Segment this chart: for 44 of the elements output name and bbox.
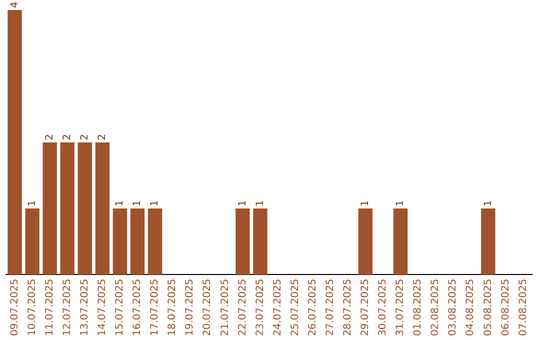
x-tick-label: 10.07.2025: [26, 278, 38, 336]
data-label: 1: [237, 200, 248, 207]
data-label: 1: [254, 200, 266, 207]
x-tick-label: 03.08.2025: [448, 278, 459, 336]
x-tick-label: 15.07.2025: [114, 278, 126, 336]
data-label: 1: [132, 200, 144, 207]
x-tick-label: 28.07.2025: [342, 278, 354, 336]
x-tick-label: 21.07.2025: [220, 278, 231, 336]
x-tick-label: 25.07.2025: [290, 278, 301, 336]
x-tick-label: 09.07.2025: [9, 278, 20, 336]
x-tick-label: 11.07.2025: [44, 278, 56, 336]
data-label: 1: [360, 200, 372, 207]
x-tick-label: 17.07.2025: [150, 278, 161, 336]
x-tick-label: 31.07.2025: [395, 278, 406, 336]
data-label: 2: [97, 134, 108, 140]
data-label: 2: [62, 134, 73, 140]
x-tick-label: 01.08.2025: [412, 278, 424, 336]
data-label: 1: [395, 200, 406, 207]
x-tick-label: 16.07.2025: [132, 278, 144, 336]
x-tick-label: 02.08.2025: [430, 278, 442, 336]
x-tick-label: 13.07.2025: [79, 278, 90, 336]
data-label: 1: [114, 200, 126, 207]
x-tick-label: 14.07.2025: [97, 278, 108, 336]
x-tick-label: 24.07.2025: [272, 278, 284, 336]
x-tick-label: 22.07.2025: [237, 278, 248, 336]
data-label: 1: [150, 200, 161, 207]
x-tick-label: 04.08.2025: [465, 278, 476, 336]
x-tick-label: 26.07.2025: [307, 278, 318, 336]
x-tick-label: 30.07.2025: [378, 278, 389, 336]
data-label: 1: [482, 200, 494, 207]
data-label: 4: [9, 2, 20, 8]
data-label: 2: [44, 134, 56, 140]
x-tick-label: 19.07.2025: [184, 278, 196, 336]
x-tick-label: 18.07.2025: [167, 278, 178, 336]
x-tick-label: 05.08.2025: [482, 278, 494, 336]
x-tick-label: 20.07.2025: [202, 278, 214, 336]
x-tick-label: 06.08.2025: [500, 278, 512, 336]
x-tick-label: 29.07.2025: [360, 278, 372, 336]
x-tick-label: 12.07.2025: [62, 278, 73, 336]
x-tick-label: 27.07.2025: [324, 278, 336, 336]
data-label: 1: [26, 200, 38, 207]
x-tick-label: 23.07.2025: [254, 278, 266, 336]
data-label: 2: [79, 134, 90, 140]
x-tick-label: 07.08.2025: [518, 278, 529, 336]
